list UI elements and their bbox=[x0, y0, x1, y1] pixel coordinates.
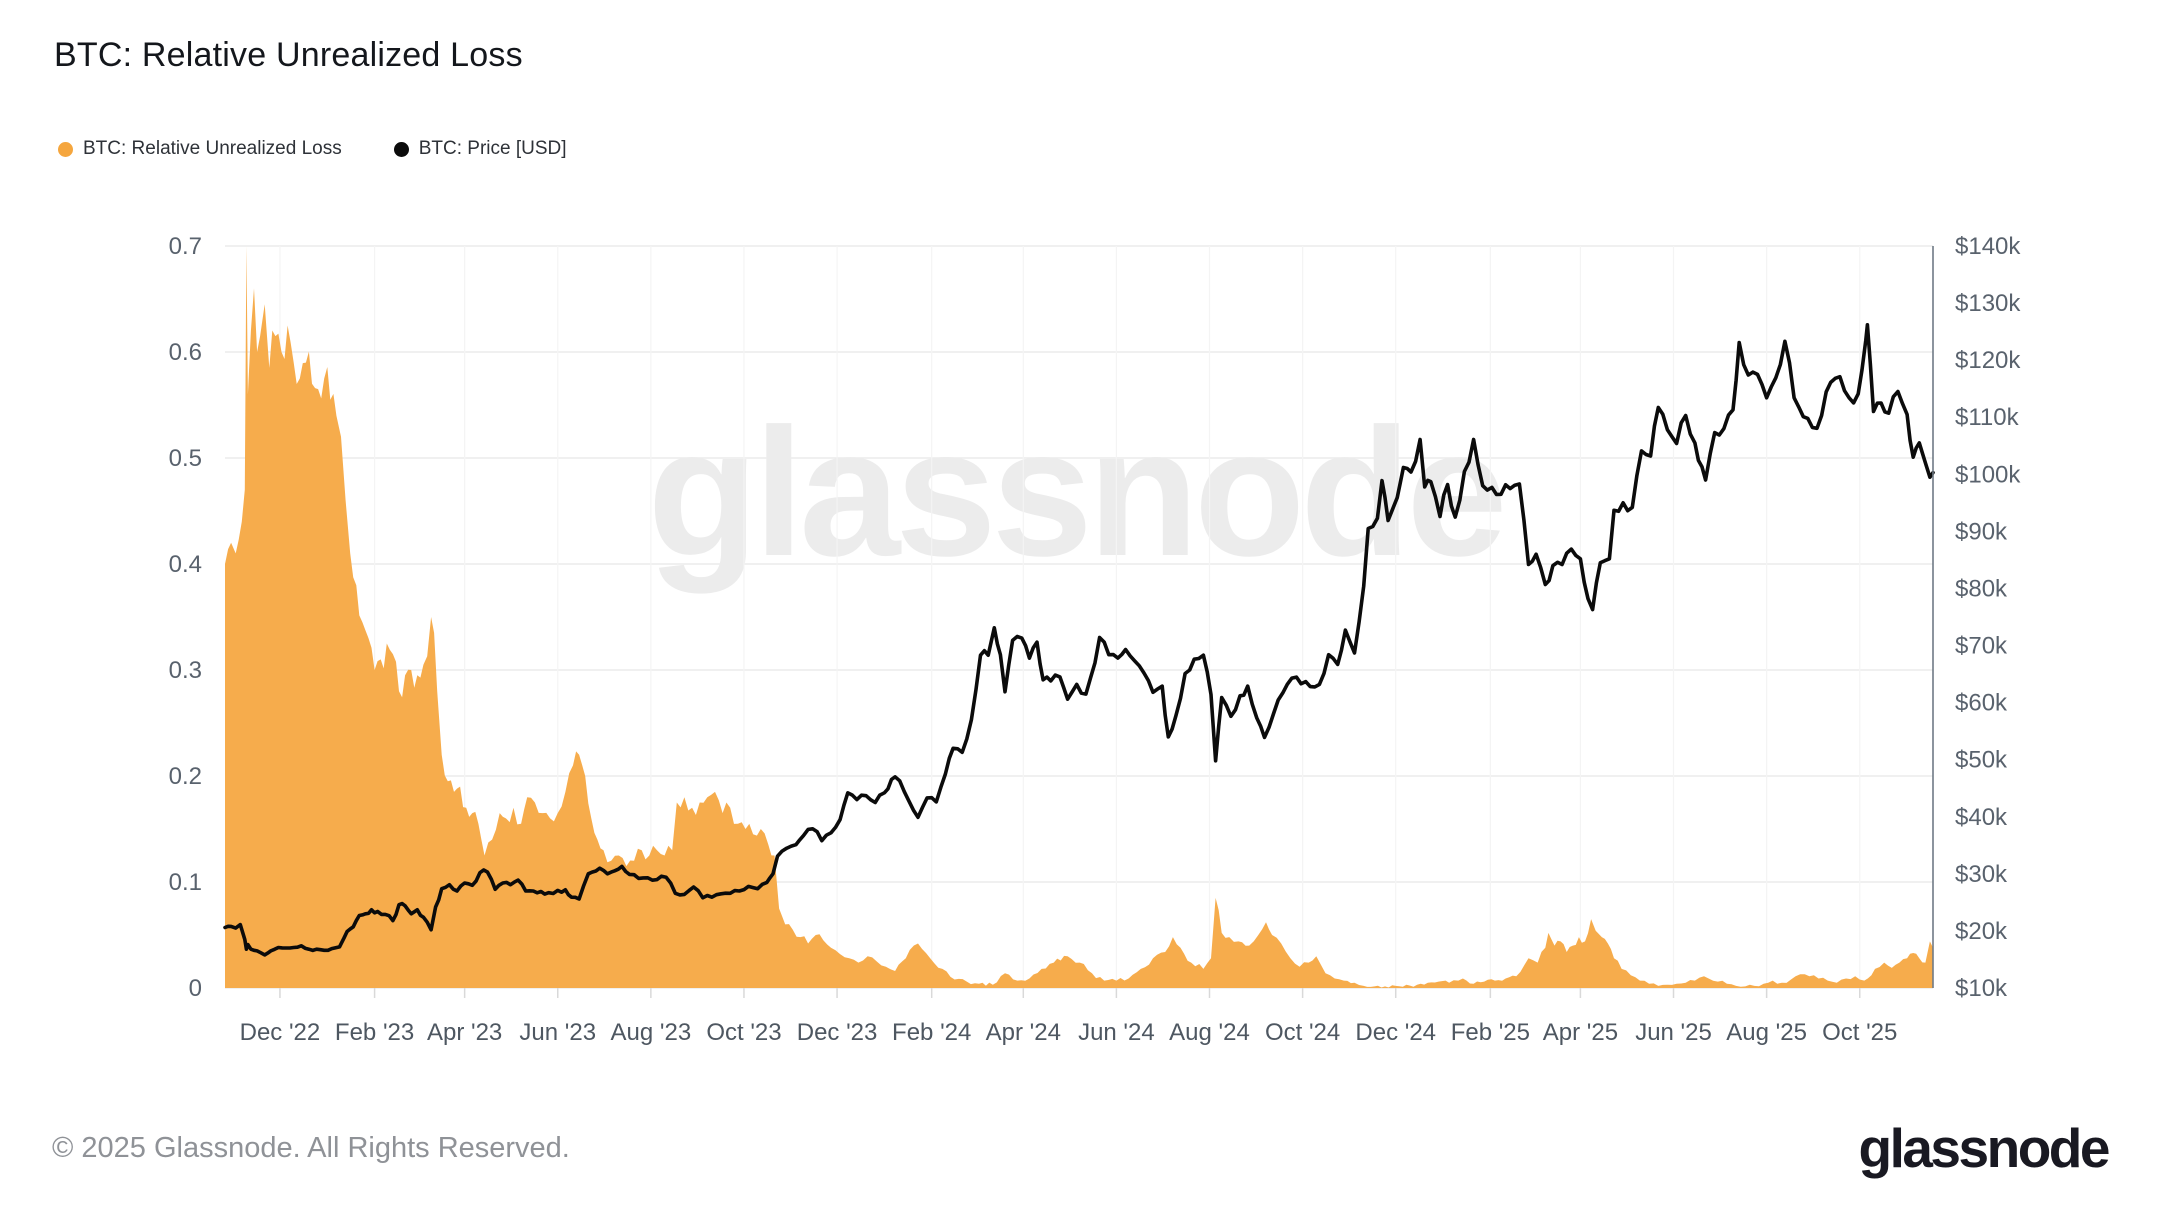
btc-price-line-series bbox=[223, 323, 1935, 957]
x-axis-tick-label: Jun '23 bbox=[519, 1019, 596, 1046]
right-axis-tick-label: $60k bbox=[1955, 690, 2008, 717]
legend-item-unrealized-loss[interactable]: BTC: Relative Unrealized Loss bbox=[58, 138, 342, 160]
right-axis-tick-label: $110k bbox=[1955, 404, 2020, 431]
x-axis-tick-label: Dec '22 bbox=[240, 1019, 321, 1046]
x-axis-tick-label: Aug '24 bbox=[1169, 1019, 1250, 1046]
x-axis-tick-label: Jun '25 bbox=[1635, 1019, 1712, 1046]
x-axis-tick-label: Aug '23 bbox=[611, 1019, 692, 1046]
right-axis-tick-label: $140k bbox=[1955, 233, 2021, 260]
footer: © 2025 Glassnode. All Rights Reserved. g… bbox=[0, 1108, 2160, 1198]
left-axis-tick-label: 0.1 bbox=[169, 869, 202, 896]
page-title: BTC: Relative Unrealized Loss bbox=[54, 36, 523, 74]
right-axis-tick-label: $130k bbox=[1955, 290, 2021, 317]
right-axis-tick-label: $80k bbox=[1955, 575, 2008, 602]
x-axis-tick-label: Dec '24 bbox=[1355, 1019, 1436, 1046]
x-axis-tick-label: Feb '23 bbox=[335, 1019, 414, 1046]
x-axis-tick-label: Apr '25 bbox=[1543, 1019, 1618, 1046]
right-axis-tick-label: $120k bbox=[1955, 347, 2021, 374]
right-axis-tick-label: $100k bbox=[1955, 461, 2021, 488]
left-axis-tick-label: 0.6 bbox=[169, 339, 202, 366]
left-axis-tick-label: 0.4 bbox=[169, 551, 202, 578]
right-axis-tick-label: $40k bbox=[1955, 804, 2008, 831]
x-axis-tick-label: Feb '24 bbox=[892, 1019, 971, 1046]
x-axis-tick-label: Aug '25 bbox=[1726, 1019, 1807, 1046]
x-axis-tick-label: Feb '25 bbox=[1451, 1019, 1530, 1046]
unrealized-loss-area-series bbox=[225, 246, 1933, 988]
right-axis-tick-label: $20k bbox=[1955, 918, 2008, 945]
x-axis-tick-label: Dec '23 bbox=[797, 1019, 878, 1046]
right-axis-tick-label: $90k bbox=[1955, 518, 2008, 545]
right-axis-tick-label: $10k bbox=[1955, 975, 2008, 1002]
right-axis-tick-label: $70k bbox=[1955, 633, 2008, 660]
x-axis-tick-label: Jun '24 bbox=[1078, 1019, 1155, 1046]
copyright-text: © 2025 Glassnode. All Rights Reserved. bbox=[52, 1132, 570, 1164]
x-axis-tick-label: Apr '23 bbox=[427, 1019, 502, 1046]
legend: BTC: Relative Unrealized Loss BTC: Price… bbox=[58, 138, 567, 160]
left-axis-tick-label: 0.7 bbox=[169, 233, 202, 260]
x-axis-tick-label: Oct '24 bbox=[1265, 1019, 1340, 1046]
left-axis-tick-label: 0.2 bbox=[169, 763, 202, 790]
left-axis-tick-label: 0 bbox=[189, 975, 202, 1002]
x-axis-tick-label: Oct '23 bbox=[706, 1019, 781, 1046]
glassnode-logo: glassnode bbox=[1858, 1117, 2110, 1179]
left-axis-tick-label: 0.3 bbox=[169, 657, 202, 684]
legend-item-price[interactable]: BTC: Price [USD] bbox=[393, 138, 567, 160]
x-axis-tick-label: Apr '24 bbox=[986, 1019, 1061, 1046]
legend-dot-black-icon bbox=[393, 141, 409, 157]
right-axis-tick-label: $30k bbox=[1955, 861, 2008, 888]
left-axis-tick-label: 0.5 bbox=[169, 445, 202, 472]
x-axis-tick-label: Oct '25 bbox=[1822, 1019, 1897, 1046]
legend-dot-orange-icon bbox=[58, 141, 73, 157]
right-axis-tick-label: $50k bbox=[1955, 747, 2008, 774]
legend-label: BTC: Price [USD] bbox=[418, 138, 567, 159]
legend-label: BTC: Relative Unrealized Loss bbox=[83, 138, 342, 159]
